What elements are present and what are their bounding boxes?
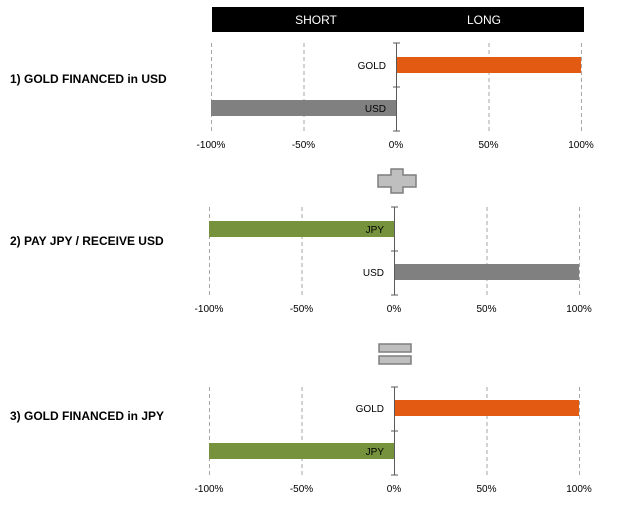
x-tick-label: 50%	[476, 484, 496, 495]
bar-jpy	[209, 221, 394, 237]
chart-title: 1) GOLD FINANCED in USD	[10, 72, 167, 86]
x-tick-label: 50%	[476, 304, 496, 315]
x-tick-label: 0%	[387, 304, 402, 315]
short-long-header: SHORT LONG	[212, 7, 584, 32]
chart-title: 2) PAY JPY / RECEIVE USD	[10, 234, 164, 248]
chart-panel-2: 2) PAY JPY / RECEIVE USD JPY USD -100% -50% 0…	[10, 206, 592, 315]
x-tick-label: -50%	[292, 140, 315, 151]
header-long-label: LONG	[467, 13, 501, 27]
plus-icon	[377, 168, 417, 194]
category-label: GOLD	[358, 61, 386, 72]
x-tick-label: 100%	[568, 140, 594, 151]
bar-usd	[211, 100, 396, 116]
x-tick-label: 0%	[389, 140, 404, 151]
category-label: USD	[363, 268, 384, 279]
chart-title: 3) GOLD FINANCED in JPY	[10, 409, 164, 423]
x-tick-label: 50%	[478, 140, 498, 151]
x-tick-label: -100%	[195, 484, 224, 495]
chart-panel-1: 1) GOLD FINANCED in USD GOLD USD -100% -50% 0…	[10, 42, 594, 151]
x-tick-label: -50%	[290, 484, 313, 495]
header-background	[212, 7, 584, 32]
x-tick-label: 100%	[566, 484, 592, 495]
chart-panel-3: 3) GOLD FINANCED in JPY GOLD JPY -100% -50% 0…	[10, 386, 592, 495]
x-tick-label: 0%	[387, 484, 402, 495]
bar-gold	[396, 57, 581, 73]
category-label: USD	[365, 104, 386, 115]
x-tick-label: -50%	[290, 304, 313, 315]
bar-gold	[394, 400, 579, 416]
x-tick-label: -100%	[195, 304, 224, 315]
x-tick-label: -100%	[197, 140, 226, 151]
category-label: GOLD	[356, 404, 384, 415]
x-tick-label: 100%	[566, 304, 592, 315]
equals-icon	[378, 343, 412, 365]
category-label: JPY	[366, 447, 385, 458]
header-short-label: SHORT	[295, 13, 337, 27]
category-label: JPY	[366, 225, 385, 236]
bar-jpy	[209, 443, 394, 459]
bar-usd	[394, 264, 579, 280]
